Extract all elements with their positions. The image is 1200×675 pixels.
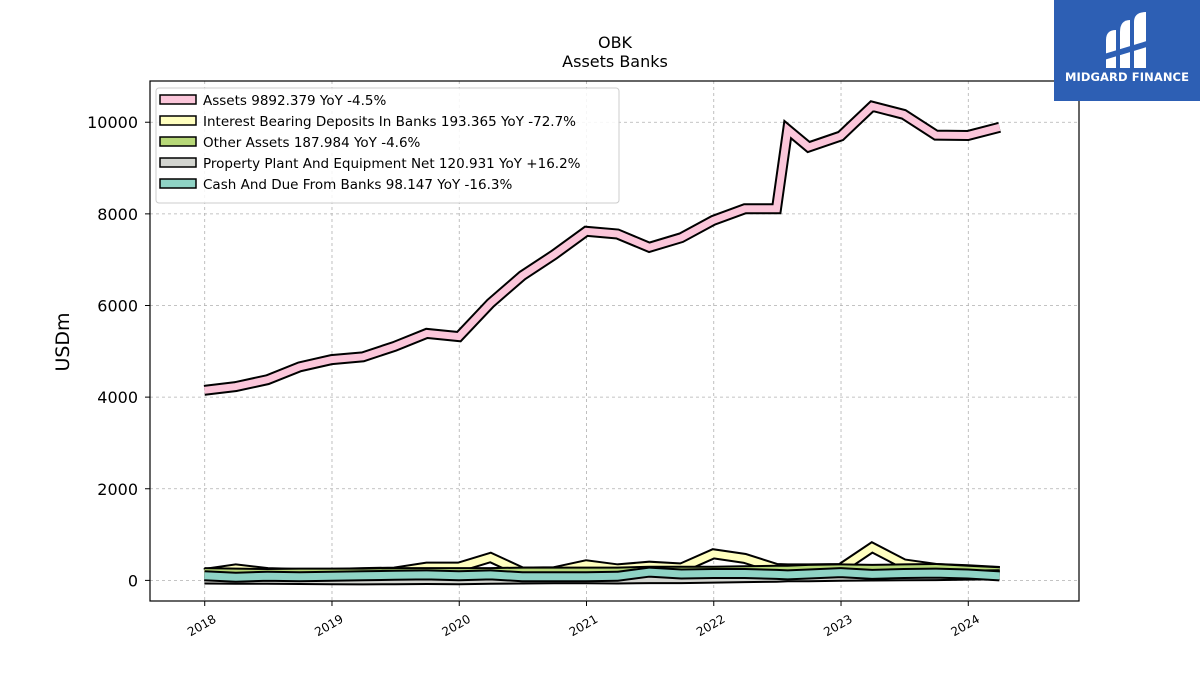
x-tick-label: 2019 — [312, 612, 345, 639]
brand-logo: MIDGARD FINANCE — [1054, 0, 1200, 101]
legend-box — [155, 87, 620, 204]
series-line-assets — [203, 100, 1001, 396]
series-line-cash-and-due-from-banks — [204, 566, 1000, 583]
y-tick-label: 8000 — [97, 205, 138, 224]
y-tick-label: 0 — [128, 571, 138, 590]
series-fill — [204, 568, 1000, 581]
legend-label: Interest Bearing Deposits In Banks 193.3… — [203, 114, 576, 130]
chart-subtitle: Assets Banks — [562, 52, 668, 71]
legend-label: Cash And Due From Banks 98.147 YoY -16.3… — [203, 177, 512, 193]
y-tick-label: 6000 — [97, 296, 138, 315]
y-tick-label: 2000 — [97, 480, 138, 499]
legend-swatch — [159, 136, 197, 147]
legend: Assets 9892.379 YoY -4.5% Interest Bearin… — [155, 87, 620, 204]
y-tick-label: 4000 — [97, 388, 138, 407]
x-tick-label: 2018 — [185, 612, 218, 639]
series-layer — [203, 100, 1001, 586]
legend-label: Property Plant And Equipment Net 120.931… — [203, 156, 581, 172]
y-tick-label: 10000 — [87, 113, 138, 132]
x-tick-label: 2022 — [694, 612, 727, 639]
plot-frame — [149, 80, 1080, 602]
brand-name: MIDGARD FINANCE — [1064, 70, 1190, 84]
legend-label: Assets 9892.379 YoY -4.5% — [203, 93, 387, 109]
midgard-logo-icon — [1104, 12, 1150, 68]
legend-swatch — [159, 94, 197, 105]
x-tick-label: 2020 — [440, 612, 473, 639]
legend-swatch — [159, 115, 197, 126]
x-tick-label: 2024 — [949, 612, 982, 639]
legend-swatch — [159, 157, 197, 168]
series-fill — [203, 102, 1001, 394]
y-axis-label: USDm — [52, 312, 74, 371]
legend-label: Other Assets 187.984 YoY -4.6% — [203, 135, 421, 151]
legend-swatch — [159, 178, 197, 189]
x-tick-label: 2023 — [821, 612, 854, 639]
chart-title: OBK — [598, 33, 633, 52]
x-tick-label: 2021 — [567, 612, 600, 639]
